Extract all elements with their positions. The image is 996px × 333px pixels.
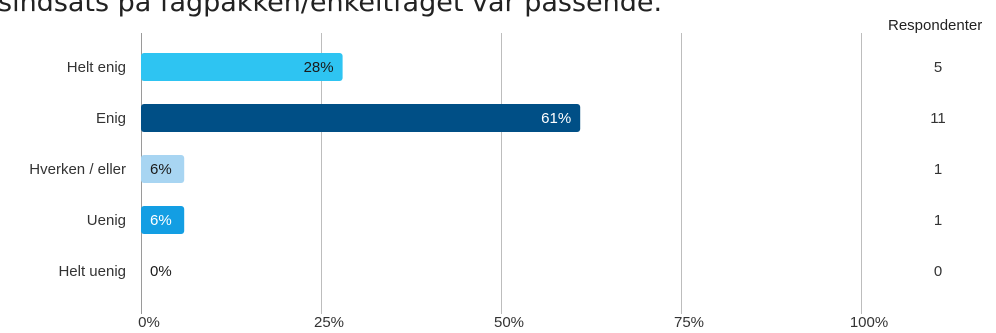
bar-value-label: 6%	[150, 212, 172, 229]
bar	[141, 206, 185, 234]
respondent-count: 1	[934, 212, 942, 229]
category-label: Uenig	[87, 212, 126, 229]
respondents-header: Respondenter	[888, 17, 983, 34]
respondent-count: 11	[930, 110, 946, 127]
category-label: Enig	[96, 110, 126, 127]
bar	[141, 155, 185, 183]
bar	[141, 53, 343, 81]
x-tick-label: 75%	[674, 314, 704, 331]
respondent-count: 0	[934, 263, 942, 280]
chart-title: sindsats på fagpakken/enkeltfaget var pa…	[0, 0, 663, 18]
category-label: Hverken / eller	[29, 161, 126, 178]
bar	[141, 104, 581, 132]
x-tick-label: 100%	[850, 314, 888, 331]
bar-value-label: 0%	[150, 263, 172, 280]
respondent-count: 1	[934, 161, 942, 178]
x-tick-label: 0%	[138, 314, 160, 331]
x-tick-label: 25%	[314, 314, 344, 331]
x-tick-label: 50%	[494, 314, 524, 331]
bar-value-label: 61%	[541, 110, 571, 127]
bar-value-label: 28%	[304, 59, 334, 76]
category-label: Helt uenig	[58, 263, 126, 280]
bar-value-label: 6%	[150, 161, 172, 178]
respondent-count: 5	[934, 59, 942, 76]
category-label: Helt enig	[67, 59, 126, 76]
